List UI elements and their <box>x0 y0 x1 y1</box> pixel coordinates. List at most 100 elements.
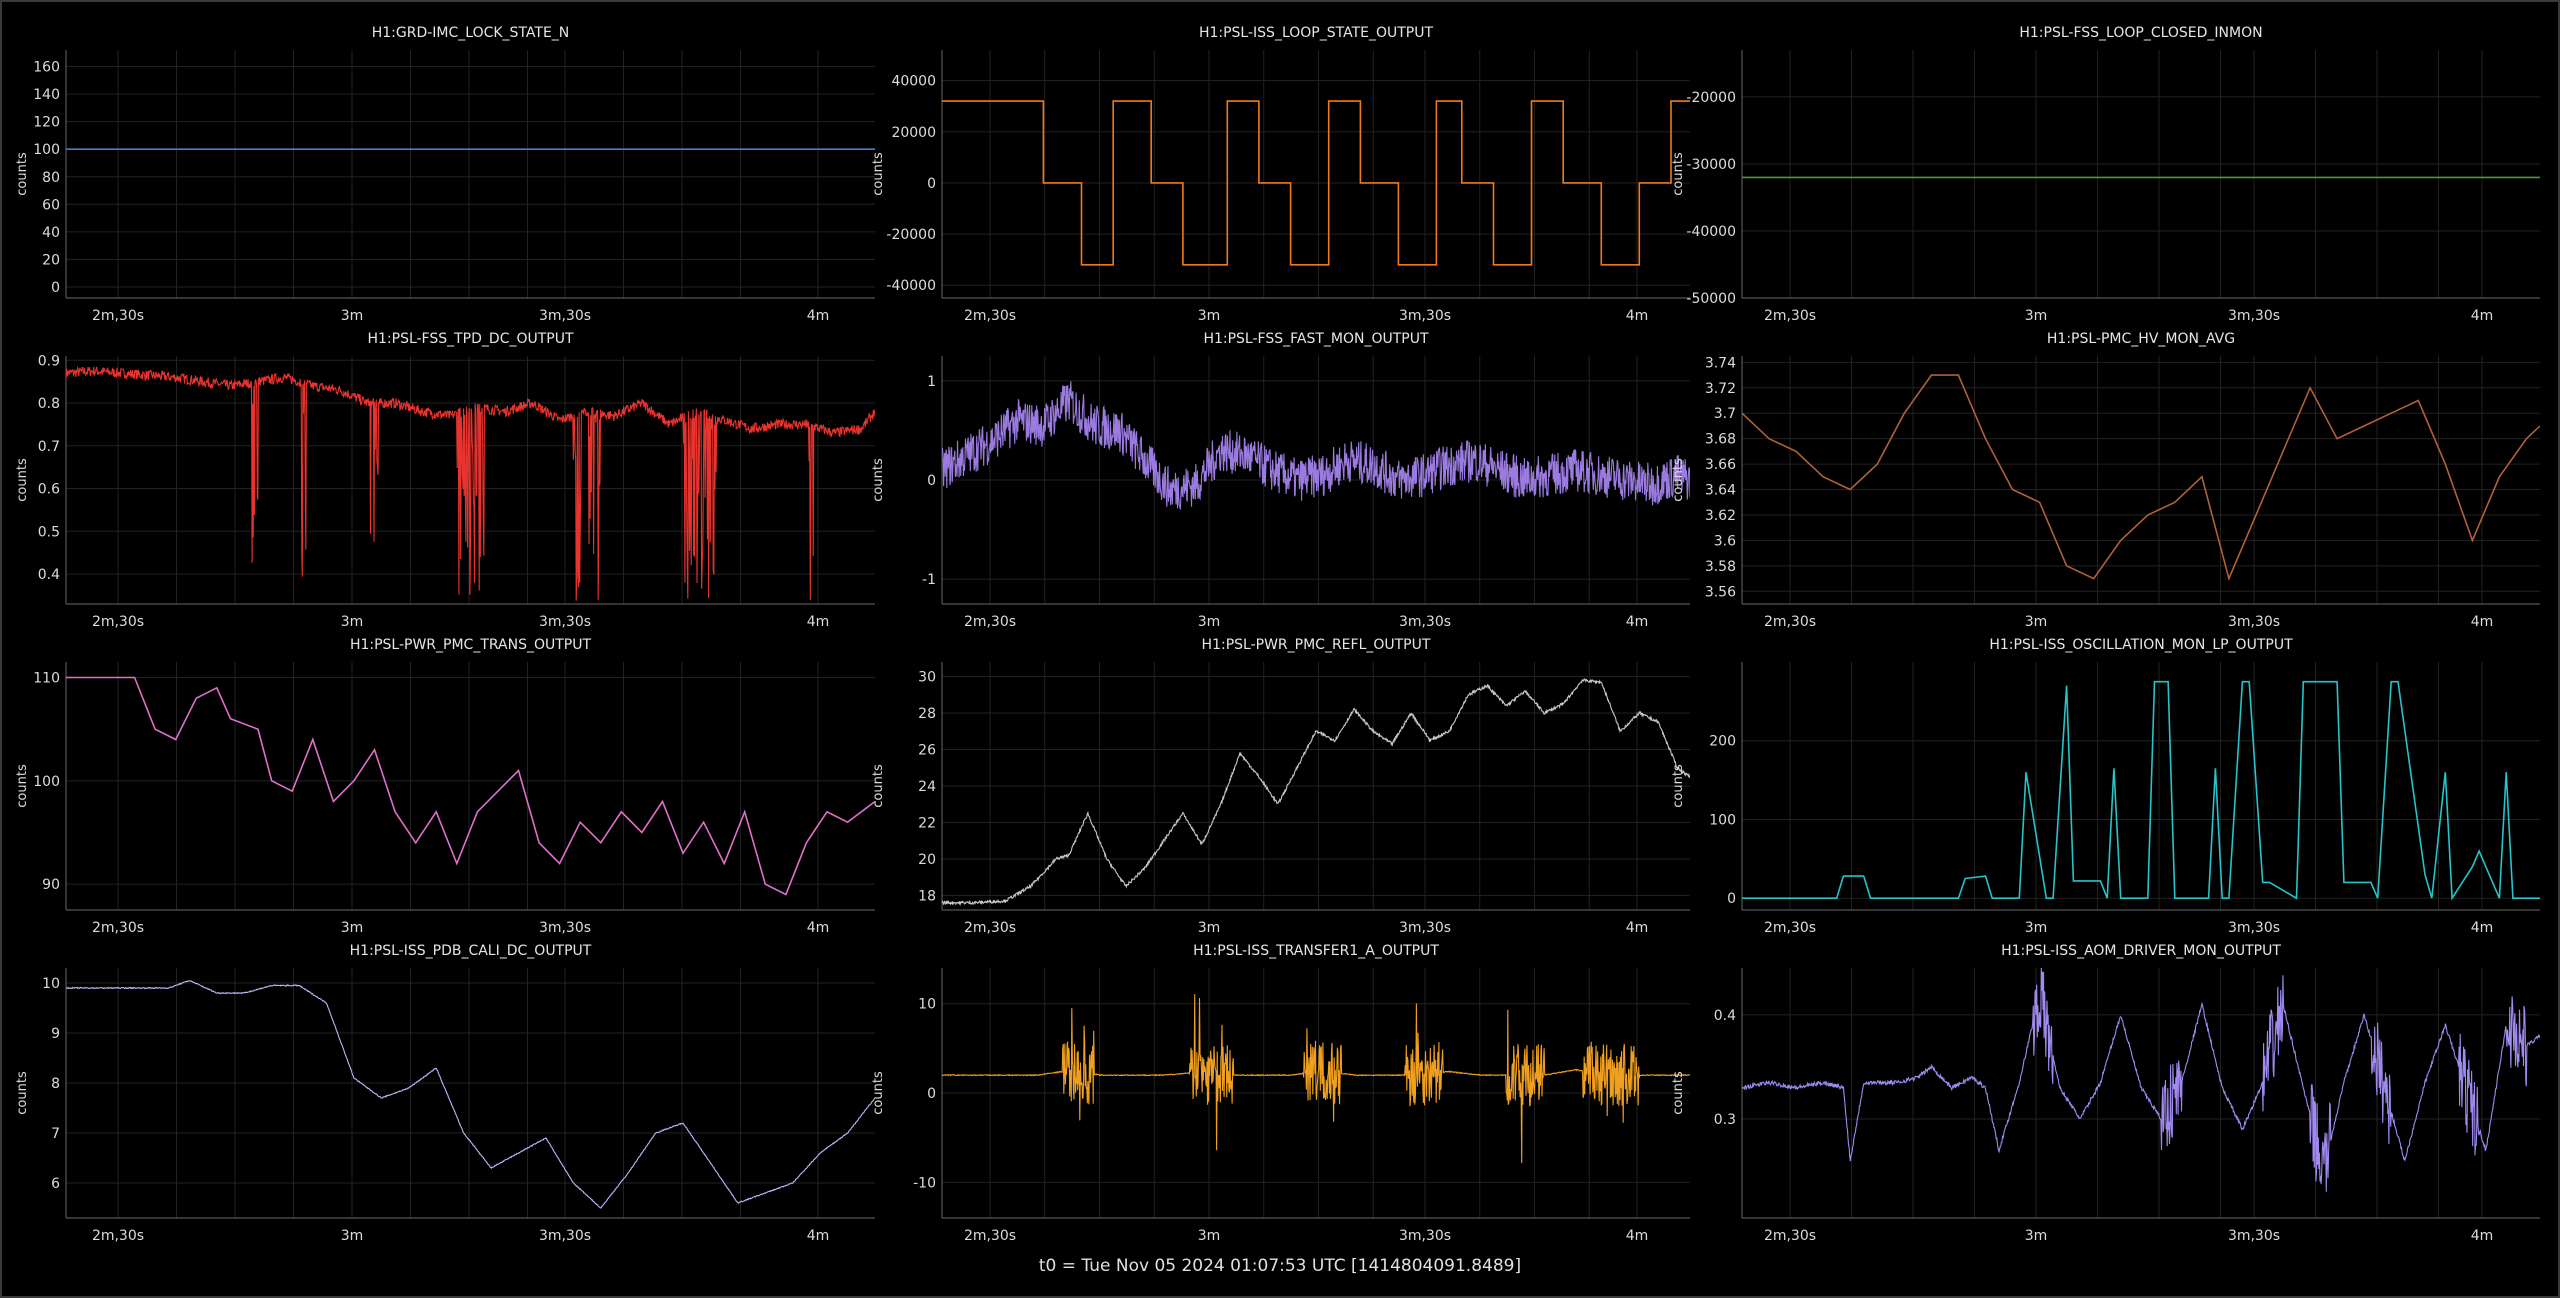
y-axis-label: counts <box>15 458 30 502</box>
chart-panel-3: H1:PSL-FSS_LOOP_CLOSED_INMON -50000 -40000… <box>1671 25 2540 324</box>
chart-panel-5: H1:PSL-FSS_FAST_MON_OUTPUT -1 0 1 2m,30s 3m 3m… <box>871 331 1690 630</box>
y-axis-label: counts <box>871 152 886 196</box>
y-tick-label: 6 <box>51 1176 60 1192</box>
chart-panel-7: H1:PSL-PWR_PMC_TRANS_OUTPUT 90 100 110 2m,30… <box>15 637 875 936</box>
x-tick-label: 3m <box>1198 614 1221 630</box>
x-tick-label: 2m,30s <box>92 1228 144 1244</box>
chart-panel-1: H1:GRD-IMC_LOCK_STATE_N 0 20 40 60 80 100 120 14… <box>15 25 875 324</box>
x-tick-label: 3m <box>341 308 364 324</box>
chart-panel-6: H1:PSL-PMC_HV_MON_AVG 3.56 3.58 3.6 3.62 3.64… <box>1671 331 2540 630</box>
x-tick-label: 3m <box>2025 1228 2048 1244</box>
y-tick-label: -30000 <box>1686 157 1736 173</box>
chart-title: H1:PSL-PMC_HV_MON_AVG <box>2047 331 2235 347</box>
chart-title: H1:PSL-PWR_PMC_TRANS_OUTPUT <box>350 637 592 653</box>
x-tick-label: 3m,30s <box>2228 920 2280 936</box>
x-tick-label: 3m,30s <box>2228 308 2280 324</box>
y-tick-label: -50000 <box>1686 291 1736 307</box>
y-tick-label: -1 <box>922 572 936 588</box>
chart-title: H1:PSL-PWR_PMC_REFL_OUTPUT <box>1202 637 1431 653</box>
y-tick-label: 0 <box>51 280 60 296</box>
y-axis-label: counts <box>1671 458 1686 502</box>
x-tick-label: 4m <box>1626 614 1649 630</box>
y-tick-label: 24 <box>918 779 936 795</box>
y-tick-label: 60 <box>42 197 60 213</box>
y-tick-label: 22 <box>918 815 936 831</box>
y-tick-label: 3.62 <box>1705 508 1736 524</box>
x-tick-label: 2m,30s <box>92 308 144 324</box>
x-tick-label: 4m <box>807 1228 830 1244</box>
chart-title: H1:PSL-FSS_FAST_MON_OUTPUT <box>1203 331 1429 347</box>
chart-title: H1:PSL-ISS_TRANSFER1_A_OUTPUT <box>1193 943 1439 959</box>
x-tick-label: 3m,30s <box>539 1228 591 1244</box>
x-tick-label: 2m,30s <box>1764 920 1816 936</box>
y-tick-label: -40000 <box>886 278 936 294</box>
chart-panel-12: H1:PSL-ISS_AOM_DRIVER_MON_OUTPUT 0.3 0.4 2m… <box>1671 943 2540 1244</box>
x-tick-label: 3m,30s <box>1399 1228 1451 1244</box>
y-axis-label: counts <box>871 764 886 808</box>
y-tick-label: 3.72 <box>1705 381 1736 397</box>
x-tick-label: 2m,30s <box>1764 614 1816 630</box>
x-tick-label: 2m,30s <box>964 920 1016 936</box>
series-line <box>1742 374 2540 582</box>
x-tick-label: 3m <box>1198 308 1221 324</box>
chart-title: H1:PSL-ISS_PDB_CALI_DC_OUTPUT <box>350 943 592 959</box>
x-tick-label: 3m <box>1198 920 1221 936</box>
x-tick-label: 3m,30s <box>1399 920 1451 936</box>
y-axis-label: counts <box>1671 764 1686 808</box>
y-tick-label: 0 <box>1727 891 1736 907</box>
y-tick-label: 3.58 <box>1705 559 1736 575</box>
y-tick-label: 100 <box>1709 812 1736 828</box>
y-tick-label: 10 <box>918 997 936 1013</box>
y-axis-label: counts <box>871 458 886 502</box>
y-tick-label: -20000 <box>1686 90 1736 106</box>
chart-panel-8: H1:PSL-PWR_PMC_REFL_OUTPUT 18 20 22 24 26 28 30… <box>871 637 1690 936</box>
y-tick-label: 100 <box>33 774 60 790</box>
chart-title: H1:PSL-ISS_AOM_DRIVER_MON_OUTPUT <box>2001 943 2281 959</box>
chart-panel-10: H1:PSL-ISS_PDB_CALI_DC_OUTPUT 6 7 8 9 10 2m,30… <box>15 943 875 1244</box>
x-tick-label: 4m <box>2471 614 2494 630</box>
series-line <box>66 676 875 896</box>
y-tick-label: 40000 <box>891 74 936 90</box>
chart-panel-4: H1:PSL-FSS_TPD_DC_OUTPUT 0.4 0.5 0.6 0.7 0.8 0… <box>15 331 875 630</box>
x-tick-label: 3m,30s <box>2228 1228 2280 1244</box>
x-tick-label: 3m <box>2025 920 2048 936</box>
y-tick-label: 160 <box>33 60 60 76</box>
series-line <box>66 980 875 1209</box>
y-tick-label: 18 <box>918 888 936 904</box>
y-tick-label: 0 <box>927 1086 936 1102</box>
x-tick-label: 4m <box>2471 920 2494 936</box>
x-tick-label: 4m <box>1626 308 1649 324</box>
x-tick-label: 3m <box>341 614 364 630</box>
series-line <box>942 678 1690 907</box>
x-tick-label: 2m,30s <box>964 1228 1016 1244</box>
y-axis-label: counts <box>1671 1071 1686 1115</box>
y-tick-label: 26 <box>918 743 936 759</box>
y-tick-label: 0 <box>927 176 936 192</box>
series-line <box>942 100 1690 266</box>
series-line <box>1742 968 2540 1192</box>
chart-panel-2: H1:PSL-ISS_LOOP_STATE_OUTPUT -40000 -20000… <box>871 25 1690 324</box>
y-tick-label: 7 <box>51 1126 60 1142</box>
series-line <box>66 365 875 601</box>
y-axis-label: counts <box>871 1071 886 1115</box>
y-tick-label: -20000 <box>886 227 936 243</box>
y-tick-label: 0.6 <box>38 482 60 498</box>
chart-title: H1:GRD-IMC_LOCK_STATE_N <box>372 25 570 41</box>
x-tick-label: 2m,30s <box>92 614 144 630</box>
y-tick-label: 100 <box>33 142 60 158</box>
y-axis-label: counts <box>1671 152 1686 196</box>
x-tick-label: 4m <box>2471 308 2494 324</box>
y-tick-label: 120 <box>33 115 60 131</box>
y-tick-label: 9 <box>51 1026 60 1042</box>
x-tick-label: 3m <box>341 1228 364 1244</box>
series-line <box>942 994 1690 1164</box>
x-tick-label: 3m,30s <box>1399 614 1451 630</box>
y-tick-label: 3.64 <box>1705 483 1736 499</box>
chart-panel-11: H1:PSL-ISS_TRANSFER1_A_OUTPUT -10 0 10 2m,30… <box>871 943 1690 1244</box>
chart-panel-9: H1:PSL-ISS_OSCILLATION_MON_LP_OUTPUT 0 100… <box>1671 637 2540 936</box>
series-line <box>942 381 1690 510</box>
y-axis-label: counts <box>15 764 30 808</box>
y-tick-label: 3.66 <box>1705 457 1736 473</box>
y-tick-label: 20000 <box>891 125 936 141</box>
